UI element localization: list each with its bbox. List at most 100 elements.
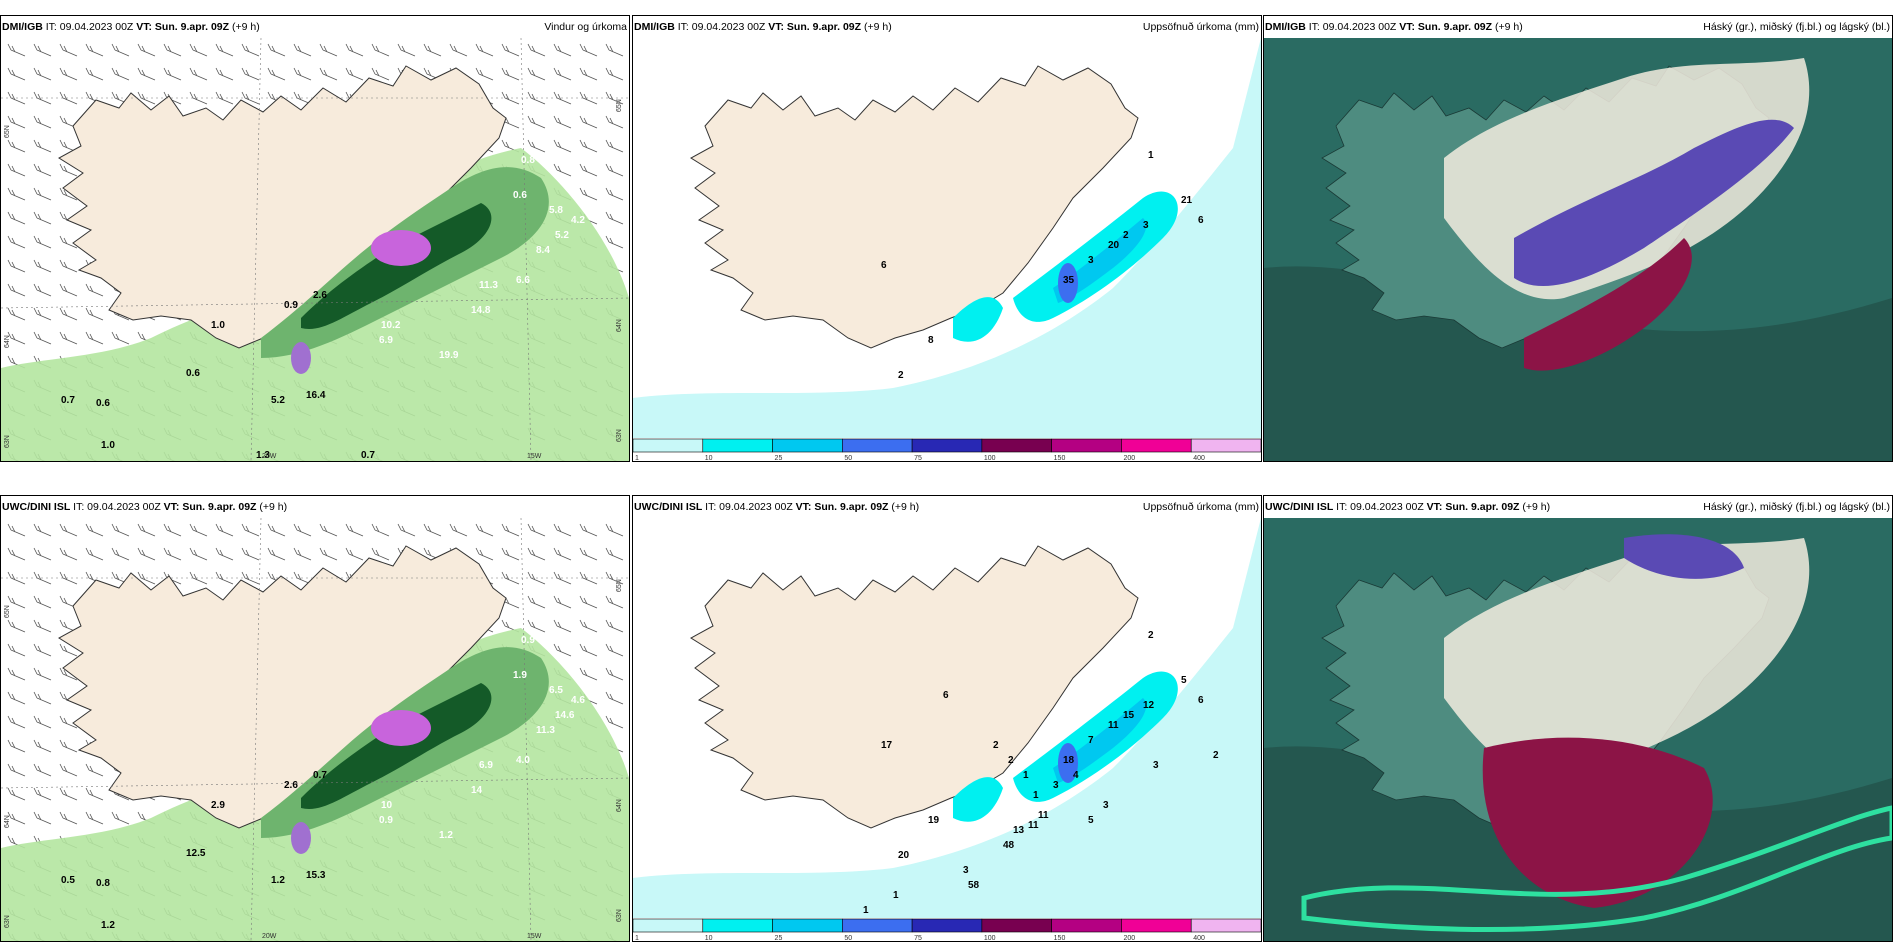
wind-barb [59, 811, 78, 825]
precip-value-label: 3 [1143, 220, 1149, 231]
model-name: UWC/DINI ISL [634, 501, 703, 513]
precip-value-label: 0.6 [513, 190, 527, 201]
precip-value-label: 4.6 [571, 695, 585, 706]
precip-value-label: 21 [1181, 195, 1193, 206]
precip-value-label: 48 [1003, 840, 1015, 851]
wind-barb [579, 667, 598, 681]
wind-barb [189, 523, 208, 537]
wind-barb [7, 43, 26, 57]
wind-barb [345, 43, 364, 57]
precip-value-label: 2 [898, 370, 904, 381]
cloud-low-band [1301, 805, 1892, 933]
init-time: IT: 09.04.2023 00Z [73, 501, 161, 513]
precip-value-label: 1 [1148, 150, 1154, 161]
init-time: IT: 09.04.2023 00Z [1308, 21, 1397, 33]
precip-value-label: 6.5 [549, 685, 563, 696]
wind-barb [85, 523, 104, 537]
precip-heavy [301, 683, 492, 809]
colorbar-label: 75 [914, 455, 922, 461]
wind-barb [59, 571, 78, 585]
wind-barb [85, 283, 104, 297]
model-name: UWC/DINI ISL [2, 501, 71, 513]
cloud-high [1524, 238, 1692, 371]
wind-barb [319, 547, 338, 561]
wind-barb [59, 739, 78, 753]
panel-header: UWC/DINI ISL IT: 09.04.2023 00Z VT: Sun.… [633, 496, 1261, 518]
init-time: IT: 09.04.2023 00Z [705, 501, 793, 513]
wind-barb [7, 643, 26, 657]
precip-value-label: 2 [1008, 755, 1014, 766]
colorbar-label: 25 [775, 935, 783, 941]
precip-value-label: 20 [1108, 240, 1120, 251]
precip-10mm [953, 297, 1003, 342]
wind-barb [267, 67, 286, 81]
wind-barb [475, 43, 494, 57]
wind-barb [371, 43, 390, 57]
wind-barb [527, 547, 546, 561]
wind-barb [605, 91, 624, 105]
value-labels: 0.9 1.9 6.5 4.6 14.611.3 4.0 6.9 14 10 0.9 1.2 2.6 2… [61, 635, 585, 931]
precip-1mm [633, 518, 1261, 918]
lead-time: (+9 h) [259, 501, 288, 513]
precip-value-label: 7 [1088, 735, 1094, 746]
wind-barb [293, 523, 312, 537]
axis-label: 65N [4, 125, 11, 138]
axis-label: 64N [4, 815, 11, 828]
wind-barb [33, 763, 52, 777]
wind-barb [215, 91, 234, 105]
iceland-land [690, 65, 1139, 349]
panel-dmi-wind: DMI/IGB IT: 09.04.2023 00Z VT: Sun. 9.ap… [0, 15, 630, 462]
wind-barb [579, 547, 598, 561]
lead-time: (+9 h) [231, 21, 260, 33]
init-time: IT: 09.04.2023 00Z [45, 21, 134, 33]
wind-barb [59, 763, 78, 777]
wind-barb [605, 115, 624, 129]
precip-value-label: 1.0 [101, 440, 115, 451]
panel-header: UWC/DINI ISL IT: 09.04.2023 00Z VT: Sun.… [1, 496, 629, 518]
wind-barb [137, 523, 156, 537]
precip-heavy [301, 203, 492, 329]
map-area[interactable]: 0.9 1.9 6.5 4.6 14.6 11.3 4.0 6.9 14 10 0.9 1.2 2.6 2… [1, 518, 629, 941]
precip-value-label: 5.8 [549, 205, 563, 216]
wind-barb [7, 763, 26, 777]
lead-time: (+9 h) [891, 501, 920, 513]
map-area[interactable]: 1 21 6 3 2 20 3 35 2 8 6 1 10 25 50 75 100 150 200 400 [633, 38, 1261, 461]
wind-barb [33, 667, 52, 681]
wind-barb [319, 43, 338, 57]
precip-value-label: 1.9 [513, 670, 527, 681]
wind-barb [215, 43, 234, 57]
map-area[interactable] [1264, 518, 1892, 941]
wind-barb [33, 139, 52, 153]
panel-dmi-precip: DMI/IGB IT: 09.04.2023 00Z VT: Sun. 9.ap… [632, 15, 1262, 462]
wind-barb [33, 307, 52, 321]
precip-value-label: 1.3 [256, 450, 270, 461]
colorbar-swatch [1190, 918, 1261, 933]
wind-barb [579, 91, 598, 105]
wind-barb [605, 691, 624, 705]
map-area[interactable] [1264, 38, 1892, 461]
precip-50mm [1058, 743, 1078, 783]
wind-barb [527, 523, 546, 537]
wind-barb [33, 187, 52, 201]
wind-barb [7, 811, 26, 825]
cloud-mid [1624, 534, 1744, 579]
wind-barb [345, 523, 364, 537]
colorbar-swatch [1121, 918, 1192, 933]
wind-barb [7, 571, 26, 585]
colorbar-swatch [981, 918, 1052, 933]
wind-barb [33, 811, 52, 825]
wind-barb [33, 643, 52, 657]
axis-label: 15W [527, 933, 542, 940]
map-area[interactable]: 2 5 6 12 15 11 7 18 20 19 17 6 2 2 1 1 2 3 3 5 4 3 11 11 13 48 3 1 1… [633, 518, 1261, 941]
wind-barb [59, 163, 78, 177]
colorbar-swatch [1051, 918, 1122, 933]
wind-barb [189, 43, 208, 57]
model-name: DMI/IGB [2, 21, 43, 33]
wind-barb [189, 571, 208, 585]
map-area[interactable]: 0.8 0.6 5.8 4.2 5.2 8.4 6.6 11.3 14.8 10.2 6.9 19.9… [1, 38, 629, 461]
wind-barb [605, 523, 624, 537]
wind-barb [579, 571, 598, 585]
valid-time: VT: Sun. 9.apr. 09Z [795, 501, 889, 513]
wind-barb [397, 523, 416, 537]
precip-value-label: 14.6 [555, 710, 575, 721]
